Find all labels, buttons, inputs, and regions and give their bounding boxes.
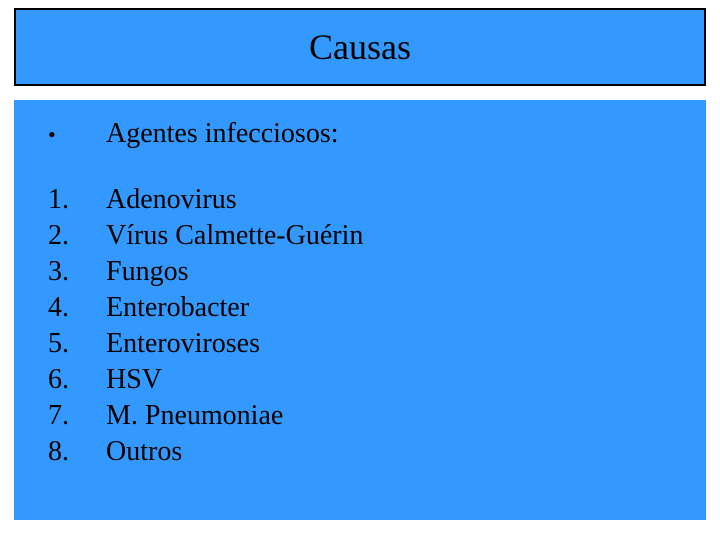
bullet-marker: •: [14, 118, 106, 152]
list-item: 5. Enteroviroses: [14, 328, 706, 360]
list-text: Outros: [106, 436, 182, 468]
list-marker: 8.: [14, 436, 106, 468]
list-text: Vírus Calmette-Guérin: [106, 220, 363, 252]
list-item: 7. M. Pneumoniae: [14, 400, 706, 432]
list-item: 4. Enterobacter: [14, 292, 706, 324]
list-item: 6. HSV: [14, 364, 706, 396]
list-text: HSV: [106, 364, 162, 396]
list-text: M. Pneumoniae: [106, 400, 283, 432]
list-marker: 3.: [14, 256, 106, 288]
slide-title: Causas: [309, 26, 411, 68]
list-item: 8. Outros: [14, 436, 706, 468]
bullet-text: Agentes infecciosos:: [106, 118, 339, 150]
content-box: • Agentes infecciosos: 1. Adenovirus 2. …: [14, 100, 706, 520]
list-marker: 6.: [14, 364, 106, 396]
list-item: 1. Adenovirus: [14, 184, 706, 216]
list-marker: 5.: [14, 328, 106, 360]
title-box: Causas: [14, 8, 706, 86]
spacing-gap: [14, 156, 706, 184]
list-text: Enterobacter: [106, 292, 249, 324]
list-text: Fungos: [106, 256, 188, 288]
list-marker: 2.: [14, 220, 106, 252]
list-text: Adenovirus: [106, 184, 237, 216]
list-text: Enteroviroses: [106, 328, 260, 360]
list-marker: 1.: [14, 184, 106, 216]
list-marker: 7.: [14, 400, 106, 432]
list-marker: 4.: [14, 292, 106, 324]
bullet-row: • Agentes infecciosos:: [14, 118, 706, 152]
list-item: 2. Vírus Calmette-Guérin: [14, 220, 706, 252]
list-item: 3. Fungos: [14, 256, 706, 288]
